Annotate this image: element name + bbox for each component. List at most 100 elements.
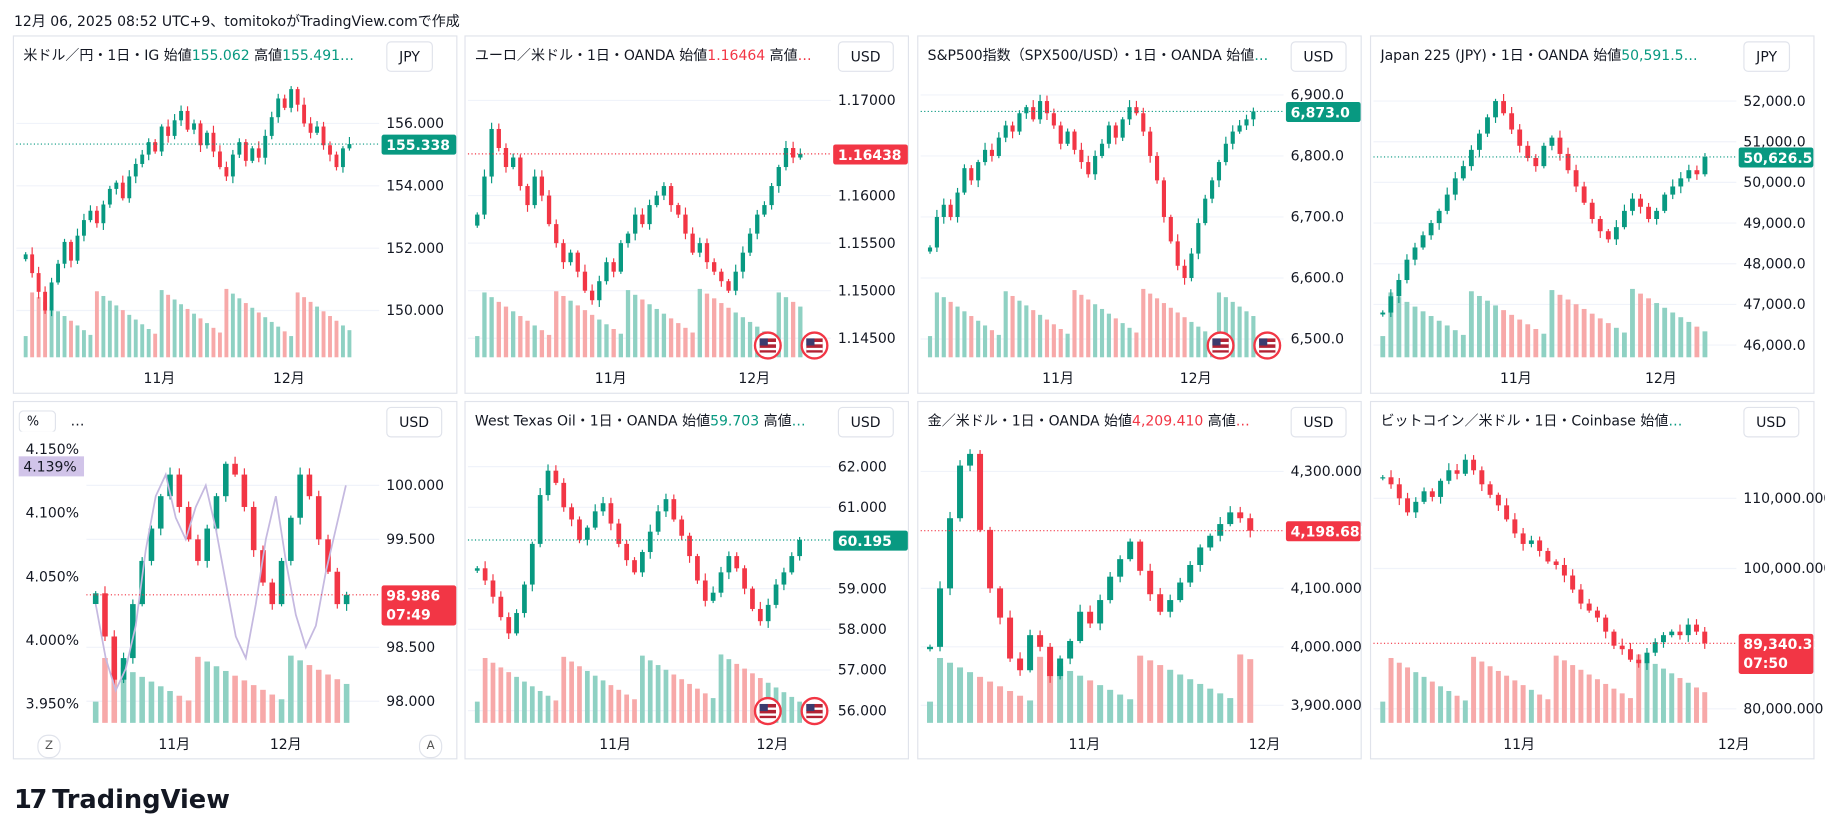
candle-body [172, 120, 177, 136]
chart-panel-1[interactable]: 米ドル／円・1日・IG 始値155.062 高値155.491… JPY 156.0… [12, 35, 459, 395]
currency-button[interactable]: USD [1743, 406, 1799, 438]
x-tick-label: 11月 [158, 737, 190, 753]
price-chart[interactable]: 110,000.000 100,000.000 80,000.000 89,340.3… [1371, 402, 1825, 760]
candle-body [1428, 223, 1434, 236]
candle-body [1694, 624, 1699, 632]
candle-body [1203, 198, 1208, 224]
candle-body [789, 556, 795, 573]
price-chart[interactable]: 156.000 154.000 152.000 150.000 155.338 11月 12… [14, 37, 459, 395]
brand-logo[interactable]: 17 TradingView [14, 785, 230, 814]
volume-bar [30, 292, 35, 358]
left-y-tick-label: 4.100% [26, 506, 79, 522]
candle-body [334, 154, 339, 168]
candle-body [92, 593, 99, 605]
candle-body [146, 142, 151, 155]
candle-body [223, 463, 229, 497]
volume-bar [1038, 314, 1043, 358]
candle-body [1017, 658, 1024, 671]
candle-body [498, 596, 504, 618]
candle-body [719, 271, 724, 282]
candle-body [1487, 484, 1493, 495]
candle-body [107, 188, 112, 205]
currency-button[interactable]: USD [1290, 406, 1347, 438]
price-chart[interactable]: 52,000.0 51,000.0 50,000.0 49,000.0 48,000.0… [1371, 37, 1816, 395]
symbol-title[interactable]: %… [18, 410, 369, 432]
us-flag-icon[interactable] [753, 696, 782, 726]
price-chart[interactable]: 6,900.0 6,800.0 6,700.0 6,600.0 6,500.0 6,873… [918, 37, 1363, 395]
chart-panel-5[interactable]: %… USD 100.000 99.500 98.500 98.000 98.986 07:4… [12, 400, 459, 760]
auto-scale-a-button[interactable]: A [418, 734, 443, 759]
chart-panel-6[interactable]: West Texas Oil・1日・OANDA 始値59.703 高値… USD 6… [464, 400, 911, 760]
last-price-tag [381, 585, 457, 626]
y-tick-label: 156.000 [386, 116, 444, 132]
volume-bar [668, 318, 674, 358]
us-flag-icon[interactable] [800, 696, 829, 726]
volume-bar [490, 662, 496, 723]
chart-panel-7[interactable]: 金／米ドル・1日・OANDA 始値4,209.410 高値… USD 4,300.0… [917, 400, 1369, 760]
candle-body [1528, 540, 1534, 544]
candle-body [75, 235, 80, 261]
last-price-tag [833, 530, 908, 551]
volume-bar [211, 327, 216, 358]
volume-bar [288, 655, 294, 723]
candle-body [790, 147, 796, 158]
candle-body [120, 182, 125, 199]
volume-bar [1251, 316, 1256, 358]
us-flag-icon[interactable] [1253, 331, 1282, 360]
volume-bar [1017, 300, 1022, 358]
us-flag-icon[interactable] [1206, 331, 1235, 360]
us-flag-icon[interactable] [800, 331, 829, 360]
candle-body [1603, 617, 1609, 632]
candle-body [30, 254, 35, 274]
currency-button[interactable]: USD [837, 41, 894, 72]
y-tick-label: 110,000.000 [1743, 491, 1825, 507]
candle-body [1113, 125, 1118, 138]
candle-body [302, 104, 307, 124]
volume-bar [1067, 670, 1074, 723]
currency-button[interactable]: JPY [1743, 41, 1790, 72]
chart-panel-8[interactable]: ビットコイン／米ドル・1日・Coinbase 始値… USD 110,000.000… [1369, 400, 1825, 760]
candle-body [1421, 491, 1427, 502]
volume-bar [1404, 301, 1410, 358]
volume-bar [321, 311, 326, 358]
y-tick-label: 80,000.000 [1743, 701, 1823, 717]
volume-bar [1037, 656, 1044, 723]
volume-bar [1044, 319, 1050, 358]
unit-box[interactable]: % [18, 410, 57, 432]
x-tick-label: 11月 [599, 737, 631, 753]
volume-bar [1638, 293, 1643, 358]
volume-bar [647, 660, 653, 723]
auto-scale-z-button[interactable]: Z [37, 734, 61, 759]
candle-body [101, 204, 106, 224]
candle-body [604, 262, 609, 282]
price-chart[interactable]: 1.17000 1.16000 1.15500 1.15000 1.14500 1.164… [466, 37, 911, 395]
volume-bar [1446, 691, 1452, 723]
candle-body [1586, 603, 1592, 611]
chart-panel-3[interactable]: S&P500指数（SPX500/USD）・1日・OANDA 始値… USD 6,90… [917, 35, 1363, 395]
volume-bar [334, 320, 339, 358]
volume-bar [295, 292, 300, 358]
candle-body [1462, 459, 1468, 474]
currency-button[interactable]: USD [837, 406, 894, 438]
currency-button[interactable]: USD [1290, 41, 1347, 72]
volume-bar [1630, 288, 1635, 358]
volume-bar [1237, 306, 1242, 358]
us-flag-icon[interactable] [753, 331, 782, 360]
candle-body [269, 582, 276, 605]
volume-bar [797, 701, 802, 723]
price-chart[interactable]: 4,300.000 4,100.000 4,000.000 3,900.000 4,19… [918, 402, 1369, 760]
price-chart[interactable]: 62.000 61.000 59.000 58.000 57.000 56.000 60.1… [466, 402, 911, 760]
currency-button[interactable]: JPY [386, 41, 433, 72]
chart-panel-4[interactable]: Japan 225 (JPY)・1日・OANDA 始値50,591.5… JPY 5… [1369, 35, 1816, 395]
candle-body [1107, 576, 1114, 601]
volume-bar [1677, 678, 1683, 723]
currency-button[interactable]: USD [386, 406, 442, 438]
volume-bar [514, 676, 519, 723]
chart-panel-2[interactable]: ユーロ／米ドル・1日・OANDA 始値1.16464 高値… USD 1.17000… [464, 35, 911, 395]
volume-bar [589, 314, 595, 358]
candle-body [1694, 170, 1700, 175]
price-chart[interactable]: 100.000 99.500 98.500 98.000 98.986 07:49 4.15… [14, 402, 459, 760]
last-price-value: 60.195 [838, 534, 892, 550]
candle-body [224, 167, 229, 177]
candle-body [584, 527, 590, 540]
